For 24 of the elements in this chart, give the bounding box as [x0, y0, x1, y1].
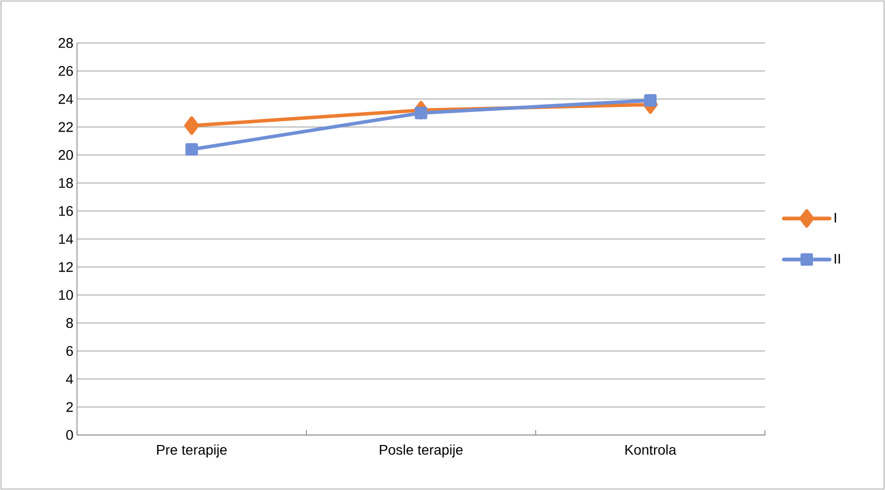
point	[184, 116, 200, 135]
y-tick-label: 12	[59, 262, 73, 272]
y-tick-label: 20	[58, 150, 73, 160]
x-tick-label: Kontrola	[626, 444, 676, 455]
point	[644, 94, 657, 107]
legend-label: II	[834, 254, 840, 264]
y-tick-label: 10	[59, 290, 73, 300]
y-tick-label: 26	[58, 66, 73, 76]
y-tick-label: 22	[58, 122, 73, 132]
y-tick-label: 2	[66, 402, 73, 412]
y-tick-label: 4	[66, 374, 74, 384]
y-tick-label: 24	[58, 94, 74, 104]
y-tick-label: 14	[59, 234, 74, 244]
x-tick-label: Pre terapije	[157, 444, 227, 458]
y-tick-label: 0	[66, 430, 73, 440]
y-tick-label: 18	[59, 178, 73, 188]
x-tick-label: Posle terapije	[380, 444, 463, 458]
y-tick-label: 8	[66, 318, 73, 328]
y-tick-label: 6	[66, 346, 73, 356]
point	[185, 143, 198, 156]
y-tick-label: 28	[58, 38, 73, 48]
point	[414, 106, 428, 120]
y-tick-label: 16	[59, 206, 73, 216]
legend-label: I	[834, 212, 836, 222]
